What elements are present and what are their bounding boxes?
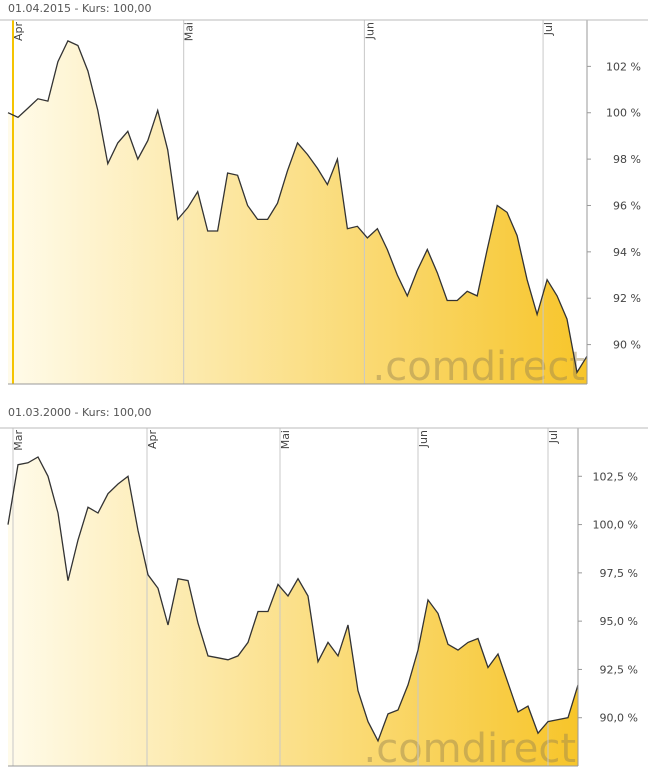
x-tick-label: Jun (417, 430, 430, 448)
x-tick-label: Mar (12, 430, 25, 451)
y-tick-label: 100 % (606, 107, 641, 120)
y-tick-label: 90 % (613, 339, 641, 352)
y-tick-label: 102 % (606, 60, 641, 73)
y-tick-label: 102,5 % (593, 470, 638, 483)
area-fill (8, 40, 587, 385)
price-line (7, 456, 579, 743)
y-tick-label: 90,0 % (600, 712, 638, 725)
y-tick-label: 95,0 % (600, 615, 638, 628)
price-line (7, 40, 588, 375)
y-tick-label: 96 % (613, 199, 641, 212)
x-tick-label: Apr (12, 22, 25, 42)
chart-header: 01.04.2015 - Kurs: 100,00 (8, 2, 152, 15)
y-tick-label: 100,0 % (593, 519, 638, 532)
x-tick-label: Jun (363, 22, 376, 40)
area-fill (8, 457, 578, 766)
x-tick-label: Mai (279, 430, 292, 449)
x-tick-label: Apr (146, 430, 159, 450)
watermark: .comdirect (364, 726, 577, 770)
y-tick-label: 94 % (613, 246, 641, 259)
y-tick-label: 98 % (613, 153, 641, 166)
chart-header: 01.03.2000 - Kurs: 100,00 (8, 406, 152, 419)
x-tick-label: Jul (542, 22, 555, 36)
y-tick-label: 92,5 % (600, 663, 638, 676)
x-tick-label: Jul (547, 430, 560, 444)
y-tick-label: 97,5 % (600, 567, 638, 580)
watermark: .comdirect (373, 344, 586, 390)
x-tick-label: Mai (183, 22, 196, 41)
y-tick-label: 92 % (613, 292, 641, 305)
